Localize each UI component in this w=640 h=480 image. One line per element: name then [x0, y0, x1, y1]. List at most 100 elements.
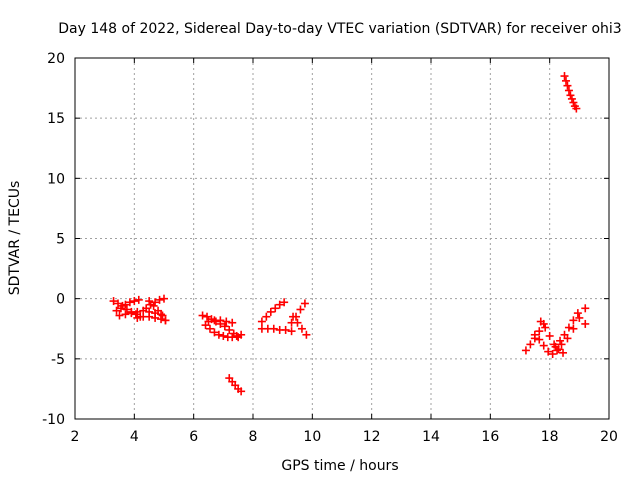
data-point	[149, 301, 158, 310]
data-point	[151, 298, 160, 307]
data-point	[544, 347, 553, 356]
data-point	[275, 300, 284, 309]
data-point	[271, 304, 280, 313]
data-point	[581, 304, 590, 313]
data-point	[145, 312, 154, 321]
data-point	[553, 346, 562, 355]
data-point	[228, 318, 237, 327]
x-tick-label: 20	[600, 429, 618, 445]
axis-ticks: 2 4 6 8 10 12 14 16 18 20 -10 -5 0 5 10 15 20	[42, 51, 618, 445]
data-point	[127, 309, 136, 318]
x-tick-label: 6	[189, 429, 198, 445]
data-point	[541, 323, 550, 332]
data-point	[545, 331, 554, 340]
data-point	[289, 312, 298, 321]
data-point	[269, 324, 278, 333]
x-tick-label: 8	[249, 429, 258, 445]
data-point	[530, 330, 539, 339]
data-point	[575, 313, 584, 322]
data-point	[237, 330, 246, 339]
data-point	[557, 340, 566, 349]
x-tick-label: 2	[71, 429, 80, 445]
data-point	[130, 297, 139, 306]
x-tick-label: 18	[541, 429, 559, 445]
data-point	[281, 325, 290, 334]
data-point	[133, 313, 142, 322]
data-point	[564, 86, 573, 95]
data-point	[116, 304, 125, 313]
data-point	[198, 311, 207, 320]
data-point	[145, 297, 154, 306]
data-point	[535, 335, 544, 344]
y-tick-label: 15	[47, 111, 65, 127]
data-point	[222, 317, 231, 326]
data-point	[535, 327, 544, 336]
data-point	[559, 348, 568, 357]
data-point	[210, 328, 219, 337]
data-point	[109, 297, 118, 306]
data-point	[216, 316, 225, 325]
data-point	[154, 306, 163, 315]
data-point	[203, 312, 212, 321]
data-point	[569, 324, 578, 333]
data-point	[228, 333, 237, 342]
data-point	[151, 313, 160, 322]
data-point	[214, 330, 223, 339]
data-point	[539, 341, 548, 350]
data-point	[155, 295, 164, 304]
data-point	[232, 331, 241, 340]
y-tick-label: -10	[42, 412, 65, 428]
data-point	[566, 91, 575, 100]
x-axis-label: GPS time / hours	[281, 458, 398, 474]
data-point	[205, 324, 214, 333]
x-tick-label: 12	[363, 429, 381, 445]
data-point	[563, 81, 572, 90]
data-point	[521, 346, 530, 355]
data-point	[157, 315, 166, 324]
data-point	[561, 76, 570, 85]
data-point	[293, 318, 302, 327]
data-point	[569, 98, 578, 107]
y-tick-label: 10	[47, 171, 65, 187]
data-point	[220, 322, 229, 331]
y-tick-label: 20	[47, 51, 65, 67]
data-point	[563, 334, 572, 343]
data-point	[142, 304, 151, 313]
data-point	[572, 104, 581, 113]
data-point	[302, 330, 311, 339]
data-point	[262, 312, 271, 321]
grid	[75, 58, 609, 419]
data-point	[161, 316, 170, 325]
data-point	[115, 311, 124, 320]
data-point	[122, 305, 131, 314]
data-point	[560, 72, 569, 81]
x-tick-label: 10	[303, 429, 321, 445]
data-point	[564, 323, 573, 332]
data-point	[300, 299, 309, 308]
data-point	[211, 317, 220, 326]
plot-frame	[74, 57, 610, 420]
data-point	[219, 331, 228, 340]
data-point	[266, 307, 275, 316]
data-point	[158, 311, 167, 320]
x-tick-label: 16	[481, 429, 499, 445]
data-point	[160, 294, 168, 303]
x-tick-label: 4	[130, 429, 139, 445]
data-point	[121, 300, 130, 309]
data-points	[109, 72, 590, 396]
chart-title: Day 148 of 2022, Sidereal Day-to-day VTE…	[58, 21, 621, 37]
data-point	[296, 305, 305, 314]
data-point	[134, 295, 143, 304]
data-point	[237, 387, 246, 396]
data-point	[287, 327, 296, 336]
data-point	[581, 319, 590, 328]
data-point	[569, 316, 578, 325]
data-point	[280, 298, 289, 307]
y-tick-label: -5	[51, 352, 65, 368]
data-point	[548, 350, 557, 359]
data-point	[536, 317, 545, 326]
data-point	[556, 336, 565, 345]
data-point	[526, 340, 535, 349]
y-axis-label: SDTVAR / TECUs	[7, 181, 23, 296]
